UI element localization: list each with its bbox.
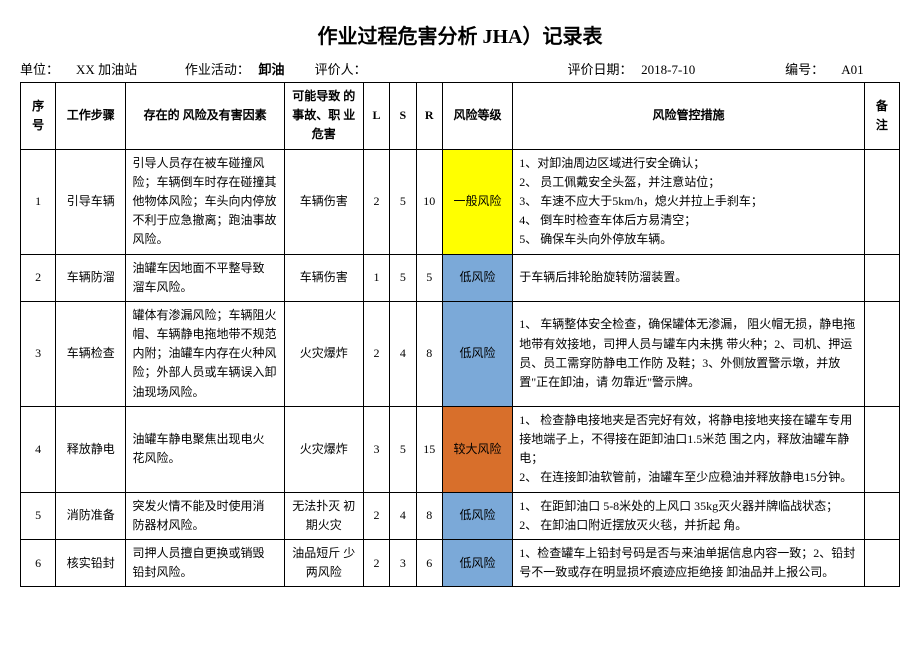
cell-step: 释放静电 — [56, 406, 126, 492]
cell-l: 2 — [363, 301, 389, 406]
cell-l: 1 — [363, 254, 389, 301]
cell-measure: 1、 车辆整体安全检查，确保罐体无渗漏， 阻火帽无损，静电拖地带有效接地，司押人… — [513, 301, 865, 406]
cell-remark — [864, 149, 899, 254]
table-row: 3车辆检查罐体有渗漏风险；车辆阻火帽、车辆静电拖地带不规范 内附；油罐车内存在火… — [21, 301, 900, 406]
cell-hazard: 车辆伤害 — [284, 149, 363, 254]
cell-risk: 罐体有渗漏风险；车辆阻火帽、车辆静电拖地带不规范 内附；油罐车内存在火种风险；外… — [126, 301, 284, 406]
cell-level: 低风险 — [442, 301, 512, 406]
col-risk: 存在的 风险及有害因素 — [126, 83, 284, 150]
cell-seq: 3 — [21, 301, 56, 406]
cell-remark — [864, 406, 899, 492]
cell-measure: 1、 在距卸油口 5-8米处的上风口 35kg灭火器并牌临战状态； 2、 在卸油… — [513, 492, 865, 539]
col-r: R — [416, 83, 442, 150]
cell-level: 低风险 — [442, 539, 512, 586]
col-s: S — [390, 83, 416, 150]
cell-r: 6 — [416, 539, 442, 586]
evaluator-label: 评价人： — [315, 59, 403, 78]
col-measure: 风险管控措施 — [513, 83, 865, 150]
activity-label: 作业活动： — [185, 59, 255, 78]
cell-seq: 2 — [21, 254, 56, 301]
cell-step: 车辆检查 — [56, 301, 126, 406]
cell-risk: 引导人员存在被车碰撞风险；车辆倒车时存在碰撞其他物体风险；车头向内停放不利于应急… — [126, 149, 284, 254]
col-l: L — [363, 83, 389, 150]
table-row: 5消防准备突发火情不能及时使用消 防器材风险。无法扑灭 初期火灾248低风险1、… — [21, 492, 900, 539]
table-row: 2车辆防溜油罐车因地面不平整导致 溜车风险。车辆伤害155低风险于车辆后排轮胎旋… — [21, 254, 900, 301]
cell-seq: 1 — [21, 149, 56, 254]
table-header-row: 序号 工作步骤 存在的 风险及有害因素 可能导致 的事故、职 业危害 L S R… — [21, 83, 900, 150]
activity-value: 卸油 — [259, 59, 312, 78]
unit-label: 单位： — [20, 59, 73, 78]
cell-hazard: 车辆伤害 — [284, 254, 363, 301]
cell-step: 消防准备 — [56, 492, 126, 539]
table-row: 1引导车辆引导人员存在被车碰撞风险；车辆倒车时存在碰撞其他物体风险；车头向内停放… — [21, 149, 900, 254]
cell-r: 10 — [416, 149, 442, 254]
cell-s: 5 — [390, 406, 416, 492]
cell-measure: 于车辆后排轮胎旋转防溜装置。 — [513, 254, 865, 301]
cell-level: 低风险 — [442, 254, 512, 301]
unit-value: XX 加油站 — [76, 59, 182, 78]
cell-hazard: 无法扑灭 初期火灾 — [284, 492, 363, 539]
table-row: 4释放静电油罐车静电聚焦出现电火 花风险。火灾爆炸3515较大风险1、 检查静电… — [21, 406, 900, 492]
cell-measure: 1、对卸油周边区域进行安全确认； 2、 员工佩戴安全头盔，并注意站位； 3、 车… — [513, 149, 865, 254]
cell-l: 2 — [363, 492, 389, 539]
cell-hazard: 火灾爆炸 — [284, 301, 363, 406]
page-title: 作业过程危害分析 JHA）记录表 — [20, 20, 900, 49]
cell-risk: 突发火情不能及时使用消 防器材风险。 — [126, 492, 284, 539]
col-seq: 序号 — [21, 83, 56, 150]
cell-step: 车辆防溜 — [56, 254, 126, 301]
cell-hazard: 油品短斤 少两风险 — [284, 539, 363, 586]
cell-remark — [864, 492, 899, 539]
code-label: 编号： — [785, 59, 838, 78]
cell-seq: 5 — [21, 492, 56, 539]
cell-r: 5 — [416, 254, 442, 301]
meta-row: 单位： XX 加油站 作业活动： 卸油 评价人： 评价日期： 2018-7-10… — [20, 59, 900, 78]
cell-measure: 1、检查罐车上铅封号码是否与来油单据信息内容一致；2、铅封号不一致或存在明显损坏… — [513, 539, 865, 586]
cell-risk: 司押人员擅自更换或销毁 铅封风险。 — [126, 539, 284, 586]
cell-s: 5 — [390, 149, 416, 254]
cell-remark — [864, 301, 899, 406]
cell-remark — [864, 539, 899, 586]
cell-hazard: 火灾爆炸 — [284, 406, 363, 492]
col-step: 工作步骤 — [56, 83, 126, 150]
cell-level: 低风险 — [442, 492, 512, 539]
cell-step: 核实铅封 — [56, 539, 126, 586]
cell-r: 15 — [416, 406, 442, 492]
cell-l: 2 — [363, 149, 389, 254]
cell-s: 3 — [390, 539, 416, 586]
date-value: 2018-7-10 — [641, 62, 782, 78]
cell-seq: 4 — [21, 406, 56, 492]
cell-remark — [864, 254, 899, 301]
table-row: 6核实铅封司押人员擅自更换或销毁 铅封风险。油品短斤 少两风险236低风险1、检… — [21, 539, 900, 586]
cell-s: 4 — [390, 492, 416, 539]
cell-r: 8 — [416, 301, 442, 406]
cell-r: 8 — [416, 492, 442, 539]
cell-step: 引导车辆 — [56, 149, 126, 254]
col-level: 风险等级 — [442, 83, 512, 150]
cell-level: 一般风险 — [442, 149, 512, 254]
cell-s: 5 — [390, 254, 416, 301]
cell-l: 2 — [363, 539, 389, 586]
cell-risk: 油罐车静电聚焦出现电火 花风险。 — [126, 406, 284, 492]
cell-level: 较大风险 — [442, 406, 512, 492]
date-label: 评价日期： — [567, 59, 637, 78]
cell-risk: 油罐车因地面不平整导致 溜车风险。 — [126, 254, 284, 301]
col-remark: 备注 — [864, 83, 899, 150]
col-hazard: 可能导致 的事故、职 业危害 — [284, 83, 363, 150]
cell-seq: 6 — [21, 539, 56, 586]
cell-l: 3 — [363, 406, 389, 492]
cell-s: 4 — [390, 301, 416, 406]
code-value: A01 — [841, 62, 885, 78]
cell-measure: 1、 检查静电接地夹是否完好有效，将静电接地夹接在罐车专用接地端子上，不得接在距… — [513, 406, 865, 492]
jha-table: 序号 工作步骤 存在的 风险及有害因素 可能导致 的事故、职 业危害 L S R… — [20, 82, 900, 587]
